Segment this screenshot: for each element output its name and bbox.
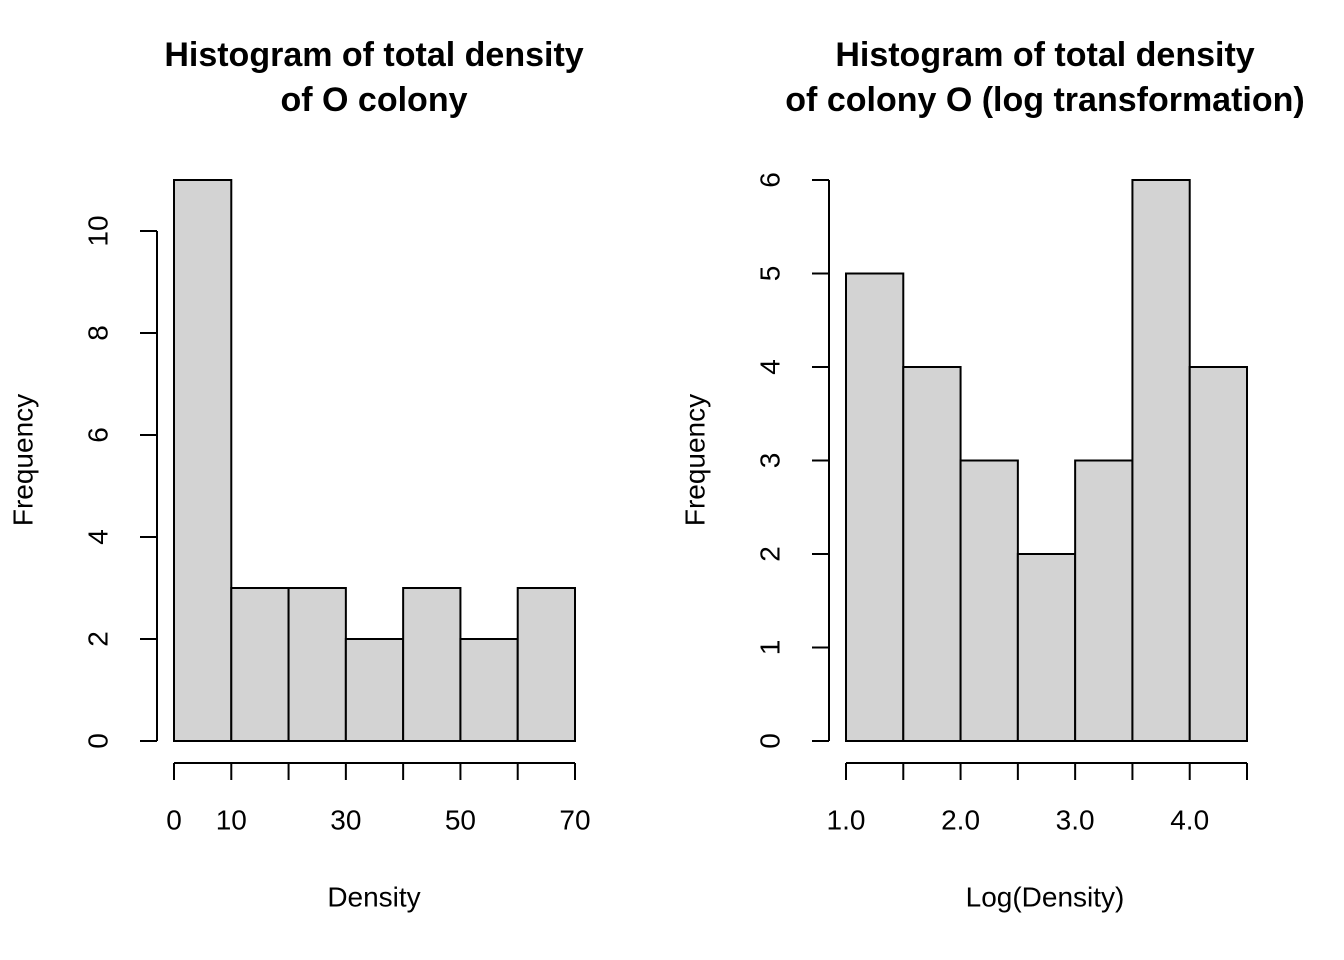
bar — [1074, 459, 1134, 742]
chart-title: Histogram of total density — [835, 36, 1254, 74]
y-tick-label: 6 — [82, 427, 113, 443]
y-tick-label: 0 — [754, 733, 785, 749]
bar — [459, 638, 519, 742]
x-tick-label: 3.0 — [1056, 804, 1095, 835]
x-tick-label: 2.0 — [941, 804, 980, 835]
y-tick-label: 8 — [82, 325, 113, 341]
y-axis-label: Frequency — [679, 394, 710, 526]
bar — [287, 587, 347, 742]
y-tick-label: 3 — [754, 453, 785, 469]
y-tick-label: 10 — [82, 215, 113, 246]
y-tick-label: 5 — [754, 266, 785, 282]
x-tick-label: 30 — [330, 804, 361, 835]
chart-title: of O colony — [281, 81, 468, 119]
chart-title: Histogram of total density — [164, 36, 583, 74]
bar — [845, 272, 905, 742]
y-tick-label: 2 — [82, 631, 113, 647]
x-tick-label: 10 — [216, 804, 247, 835]
bar — [344, 638, 405, 742]
bar — [173, 179, 233, 742]
y-tick-label: 0 — [82, 733, 113, 749]
x-tick-label: 0 — [166, 804, 182, 835]
bar — [402, 587, 462, 742]
x-tick-label: 1.0 — [827, 804, 866, 835]
y-axis-label: Frequency — [7, 394, 38, 526]
bar — [959, 459, 1019, 742]
bar — [1131, 179, 1191, 742]
bar — [1188, 366, 1248, 742]
x-axis-label: Density — [327, 881, 420, 912]
x-tick-label: 50 — [445, 804, 476, 835]
x-axis-label: Log(Density) — [966, 881, 1125, 912]
y-tick-label: 4 — [82, 529, 113, 545]
bar — [516, 587, 577, 742]
x-tick-label: 70 — [559, 804, 590, 835]
x-tick-label: 4.0 — [1170, 804, 1209, 835]
y-tick-label: 1 — [754, 640, 785, 656]
y-tick-label: 6 — [754, 172, 785, 188]
bar — [230, 587, 290, 742]
bar — [1016, 553, 1077, 742]
y-tick-label: 2 — [754, 546, 785, 562]
chart-title: of colony O (log transformation) — [785, 81, 1304, 119]
y-tick-label: 4 — [754, 359, 785, 375]
bar — [902, 366, 962, 742]
